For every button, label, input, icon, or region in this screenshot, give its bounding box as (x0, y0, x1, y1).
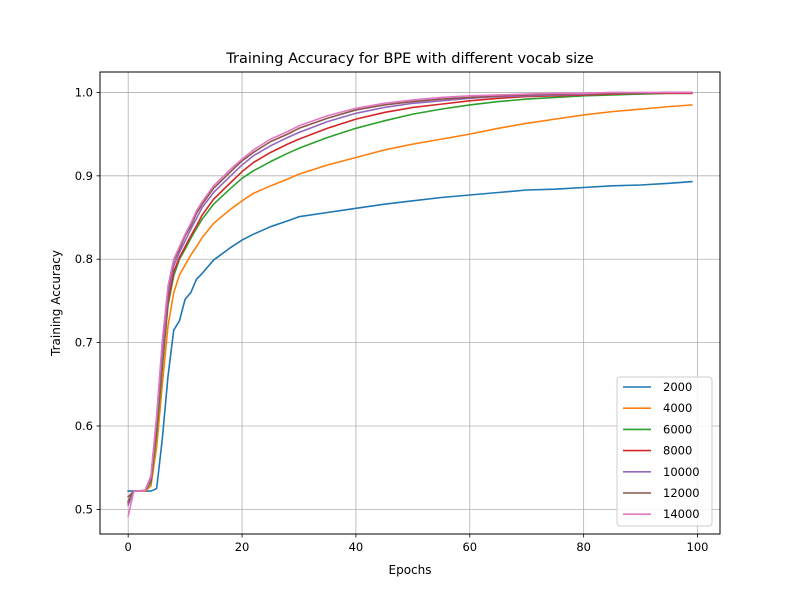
plot-frame (99, 71, 721, 535)
series-line-14000 (127, 91, 693, 518)
x-tick-label: 40 (349, 540, 364, 554)
y-tick-label: 0.9 (75, 169, 93, 183)
legend-label: 2000 (663, 380, 692, 394)
legend-label: 14000 (663, 507, 700, 521)
y-axis-ticks: 0.5 0.6 0.7 0.8 0.9 1.0 (75, 85, 100, 516)
series-line-2000 (127, 180, 693, 492)
legend-label: 12000 (663, 486, 700, 500)
x-tick-label: 80 (576, 540, 591, 554)
y-axis-label: Training Accuracy (49, 250, 63, 357)
x-tick-label: 0 (125, 540, 132, 554)
series-line-4000 (127, 104, 693, 504)
legend-label: 8000 (663, 444, 692, 458)
x-tick-label: 100 (687, 540, 709, 554)
chart-title: Training Accuracy for BPE with different… (225, 51, 594, 67)
series-lines (127, 91, 693, 518)
x-axis-ticks: 0 20 40 60 80 100 (125, 534, 709, 554)
grid (100, 72, 720, 534)
y-tick-label: 0.5 (75, 502, 93, 516)
y-tick-label: 0.7 (75, 336, 93, 350)
x-tick-label: 20 (235, 540, 250, 554)
y-tick-label: 0.8 (75, 252, 93, 266)
legend-label: 6000 (663, 422, 692, 436)
x-tick-label: 60 (462, 540, 477, 554)
legend-label: 10000 (663, 465, 700, 479)
y-tick-label: 0.6 (75, 419, 93, 433)
legend: 2000 4000 6000 8000 10000 12000 14000 (616, 376, 713, 527)
y-tick-label: 1.0 (75, 85, 93, 99)
plot-area: 0 20 40 60 80 100 0.5 0.6 0.7 0.8 0.9 1.0 (75, 71, 721, 554)
legend-frame (616, 376, 713, 527)
legend-label: 4000 (663, 401, 692, 415)
x-axis-label: Epochs (389, 563, 432, 577)
